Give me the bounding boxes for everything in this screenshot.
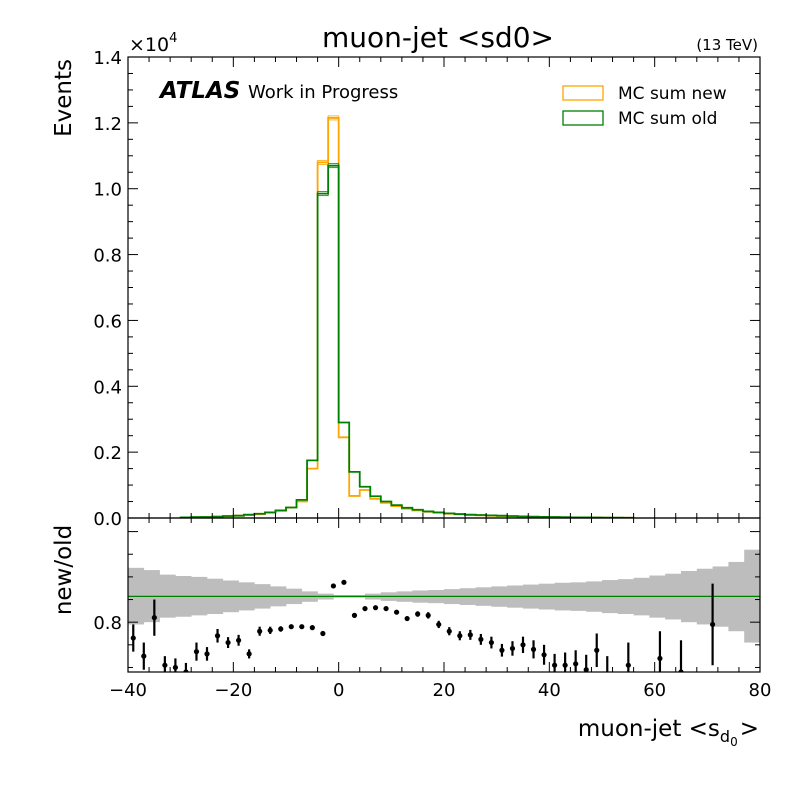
ratio-point (267, 627, 273, 633)
ratio-point (541, 652, 547, 658)
y-multiplier: ×104 (129, 31, 177, 56)
ratio-point (141, 653, 147, 659)
histogram-mc-sum-old (179, 164, 635, 518)
ratio-point (625, 662, 631, 668)
atlas-sublabel: Work in Progress (248, 82, 398, 103)
ratio-point (446, 628, 452, 634)
ratio-point (341, 579, 347, 585)
ratio-point (299, 624, 305, 630)
histogram-uncertainty-box (327, 163, 340, 169)
ratio-point (499, 647, 505, 653)
ratio-point (320, 630, 326, 637)
ratio-point (330, 583, 336, 589)
ratio-point (425, 612, 431, 618)
legend-swatch-new (562, 85, 604, 101)
ratio-point (362, 605, 368, 612)
atlas-label: ATLAS (158, 78, 240, 104)
histogram-uncertainty-box (317, 191, 329, 197)
axis-tick-labels: −40 −20 0 20 40 60 80 0.0 0.2 0.4 0.6 0.8 1.0 1.2 1.4 0… (93, 48, 771, 701)
ratio-point (130, 635, 136, 641)
ratio-point (151, 615, 157, 621)
ratio-point (193, 649, 200, 655)
ratio-point (530, 646, 537, 652)
y-tick-label: 0.0 (93, 509, 122, 530)
legend: MC sum new MC sum old (562, 84, 727, 129)
x-tick-label: 80 (749, 680, 772, 701)
x-tick-label: 0 (333, 680, 344, 701)
axis-ticks (127, 56, 761, 672)
ratio-point (457, 633, 463, 639)
y-tick-label: 0.2 (93, 443, 122, 464)
ratio-point (710, 621, 716, 628)
ratio-point (657, 655, 663, 662)
y-tick-label: 1.4 (93, 48, 122, 69)
ratio-point (467, 632, 473, 638)
legend-label-old: MC sum old (618, 109, 717, 129)
ratio-point (278, 626, 284, 632)
ratio-point (562, 662, 568, 668)
y-tick-label: 0.8 (93, 246, 122, 267)
y-tick-label: 1.0 (93, 180, 122, 201)
ratio-point (488, 639, 494, 646)
ratio-point (552, 662, 558, 668)
ratio-point (520, 642, 526, 648)
ratio-point (415, 611, 421, 617)
x-axis-label: muon-jet <sd0> (578, 716, 759, 749)
ratio-plot-area (128, 549, 760, 672)
ratio-point (383, 605, 389, 612)
ratio-point (404, 615, 410, 622)
chart-title: muon-jet <sd0> (322, 21, 554, 54)
y-tick-label: 1.2 (93, 114, 122, 135)
ratio-point (436, 621, 442, 628)
ratio-point (573, 661, 579, 667)
ratio-point (509, 645, 516, 652)
x-tick-label: −40 (109, 680, 147, 701)
ratio-point (288, 624, 294, 630)
ratio-point (309, 625, 315, 631)
histogram-uncertainty-box (327, 115, 340, 121)
ratio-point (246, 651, 252, 657)
y-tick-label: 0.6 (93, 311, 122, 332)
ratio-point (678, 669, 684, 672)
ratio-y-tick-label: 0.8 (93, 613, 122, 634)
x-tick-label: −20 (214, 680, 252, 701)
main-plot-area (179, 115, 635, 518)
energy-label: (13 TeV) (696, 36, 758, 54)
histogram-uncertainty-box (317, 159, 329, 165)
ratio-point (183, 669, 189, 672)
y-axis-label-main: Events (51, 59, 77, 137)
ratio-point (372, 605, 379, 611)
x-tick-label: 40 (538, 680, 561, 701)
ratio-point (204, 651, 210, 657)
ratio-point (172, 664, 178, 671)
ratio-point (236, 637, 242, 643)
ratio-point (214, 633, 221, 639)
x-tick-label: 20 (433, 680, 456, 701)
x-tick-label: 60 (643, 680, 666, 701)
ratio-point (257, 628, 263, 634)
ratio-point (225, 639, 231, 646)
legend-swatch-old (562, 110, 604, 126)
y-axis-label-ratio: new/old (51, 525, 77, 615)
histogram-mc-sum-new (179, 117, 635, 518)
ratio-point (394, 609, 400, 615)
y-tick-label: 0.4 (93, 377, 122, 398)
ratio-point (583, 667, 589, 672)
ratio-point (351, 612, 358, 618)
legend-label-new: MC sum new (618, 84, 727, 104)
ratio-point (162, 662, 168, 668)
ratio-point (478, 636, 484, 642)
ratio-point (594, 647, 600, 653)
